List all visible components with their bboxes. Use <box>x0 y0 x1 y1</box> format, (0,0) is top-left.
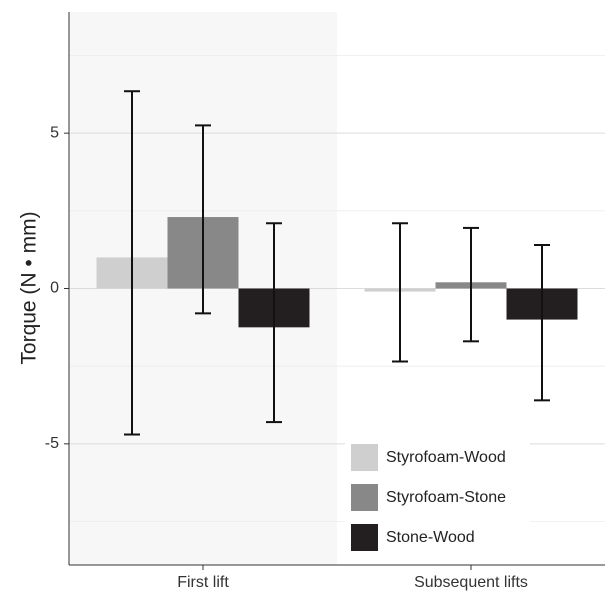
y-tick-label: 0 <box>50 280 59 297</box>
legend-label: Stone-Wood <box>386 529 475 546</box>
x-tick-label: Subsequent lifts <box>414 574 528 591</box>
legend: Styrofoam-Wood Styrofoam-Stone Stone-Wood <box>351 444 506 551</box>
error-bars <box>124 90 550 436</box>
legend-label: Styrofoam-Stone <box>386 489 506 506</box>
legend-swatch <box>351 484 378 511</box>
legend-swatch <box>351 524 378 551</box>
x-tick-label: First lift <box>177 574 229 591</box>
y-tick-label: -5 <box>45 435 59 452</box>
y-axis-label: Torque (N • mm) <box>18 211 41 364</box>
legend-swatch <box>351 444 378 471</box>
y-axis-ticks: -5 0 5 <box>45 124 69 452</box>
x-axis-ticks: First lift Subsequent lifts <box>177 565 528 591</box>
legend-label: Styrofoam-Wood <box>386 449 506 466</box>
y-tick-label: 5 <box>50 124 59 141</box>
